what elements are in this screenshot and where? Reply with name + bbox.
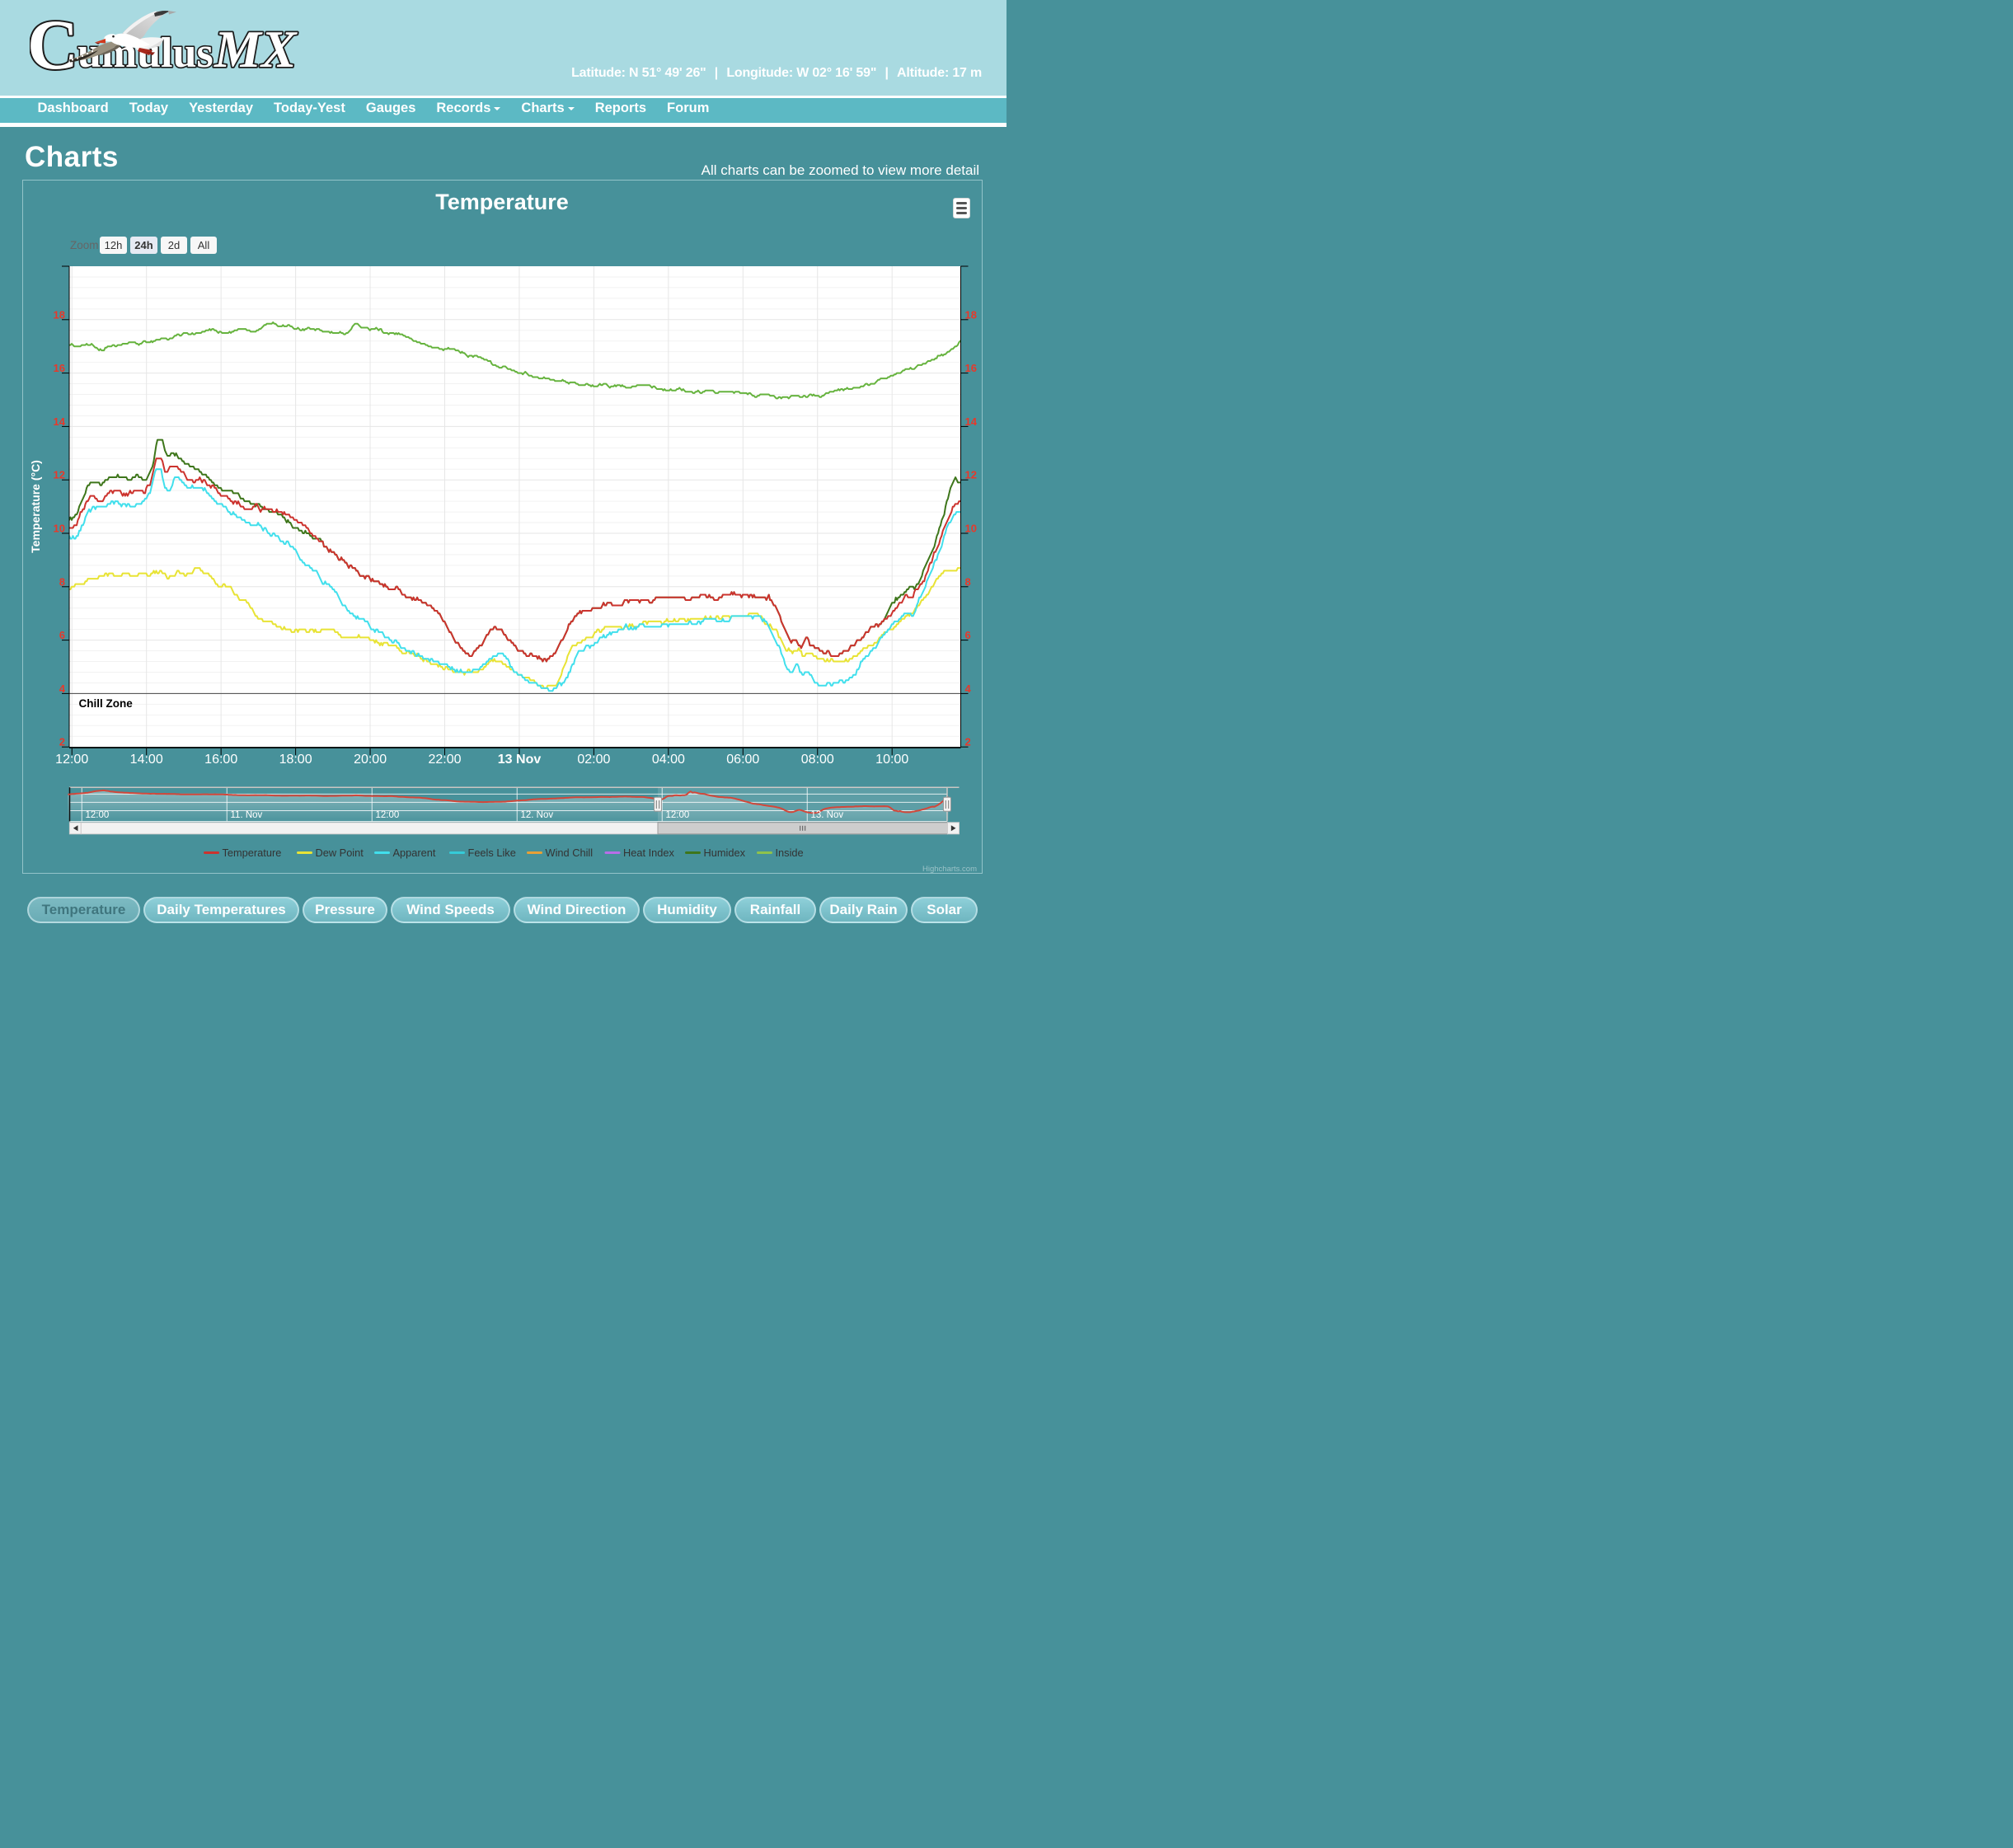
svg-text:Temperature: Temperature [222, 847, 281, 859]
svg-text:8: 8 [59, 575, 64, 588]
svg-text:6: 6 [964, 629, 970, 641]
svg-text:Wind Chill: Wind Chill [545, 847, 593, 859]
svg-text:Inside: Inside [775, 847, 803, 859]
svg-text:14: 14 [53, 415, 65, 428]
svg-text:18: 18 [964, 308, 976, 321]
svg-text:16: 16 [964, 362, 976, 374]
svg-text:Heat Index: Heat Index [623, 847, 674, 859]
svg-text:18:00: 18:00 [279, 753, 312, 767]
svg-text:2: 2 [59, 736, 64, 748]
svg-text:06:00: 06:00 [726, 753, 759, 767]
svg-text:Dew Point: Dew Point [315, 847, 364, 859]
svg-text:14:00: 14:00 [129, 753, 162, 767]
svg-text:02:00: 02:00 [577, 753, 610, 767]
svg-text:10: 10 [53, 523, 64, 535]
svg-text:08:00: 08:00 [800, 753, 833, 767]
svg-text:13. Nov: 13. Nov [810, 810, 843, 820]
svg-text:Temperature (°C): Temperature (°C) [29, 460, 42, 553]
svg-text:Feels Like: Feels Like [467, 847, 515, 859]
svg-text:10:00: 10:00 [875, 753, 908, 767]
svg-text:Highcharts.com: Highcharts.com [922, 865, 977, 873]
svg-text:11. Nov: 11. Nov [230, 810, 262, 820]
svg-text:12:00: 12:00 [375, 810, 399, 820]
svg-text:10: 10 [964, 523, 976, 535]
svg-text:13 Nov: 13 Nov [497, 753, 541, 767]
svg-text:4: 4 [964, 682, 971, 695]
svg-text:16: 16 [53, 362, 64, 374]
svg-text:12:00: 12:00 [85, 810, 109, 820]
svg-text:Chill Zone: Chill Zone [78, 697, 133, 710]
svg-text:6: 6 [59, 629, 64, 641]
svg-text:Humidex: Humidex [703, 847, 745, 859]
svg-text:12: 12 [964, 469, 976, 481]
svg-text:14: 14 [964, 415, 977, 428]
svg-text:12: 12 [53, 469, 64, 481]
svg-text:12:00: 12:00 [55, 753, 88, 767]
svg-text:C: C [30, 5, 78, 79]
svg-text:20:00: 20:00 [354, 753, 387, 767]
svg-text:2: 2 [964, 736, 970, 748]
svg-text:4: 4 [59, 682, 65, 695]
svg-text:22:00: 22:00 [428, 753, 461, 767]
svg-text:16:00: 16:00 [204, 753, 237, 767]
svg-text:8: 8 [964, 575, 970, 588]
svg-text:18: 18 [53, 308, 64, 321]
svg-text:12:00: 12:00 [665, 810, 689, 820]
svg-text:MX: MX [214, 20, 298, 78]
svg-text:04:00: 04:00 [651, 753, 684, 767]
svg-text:12. Nov: 12. Nov [520, 810, 553, 820]
svg-text:Apparent: Apparent [392, 847, 435, 859]
